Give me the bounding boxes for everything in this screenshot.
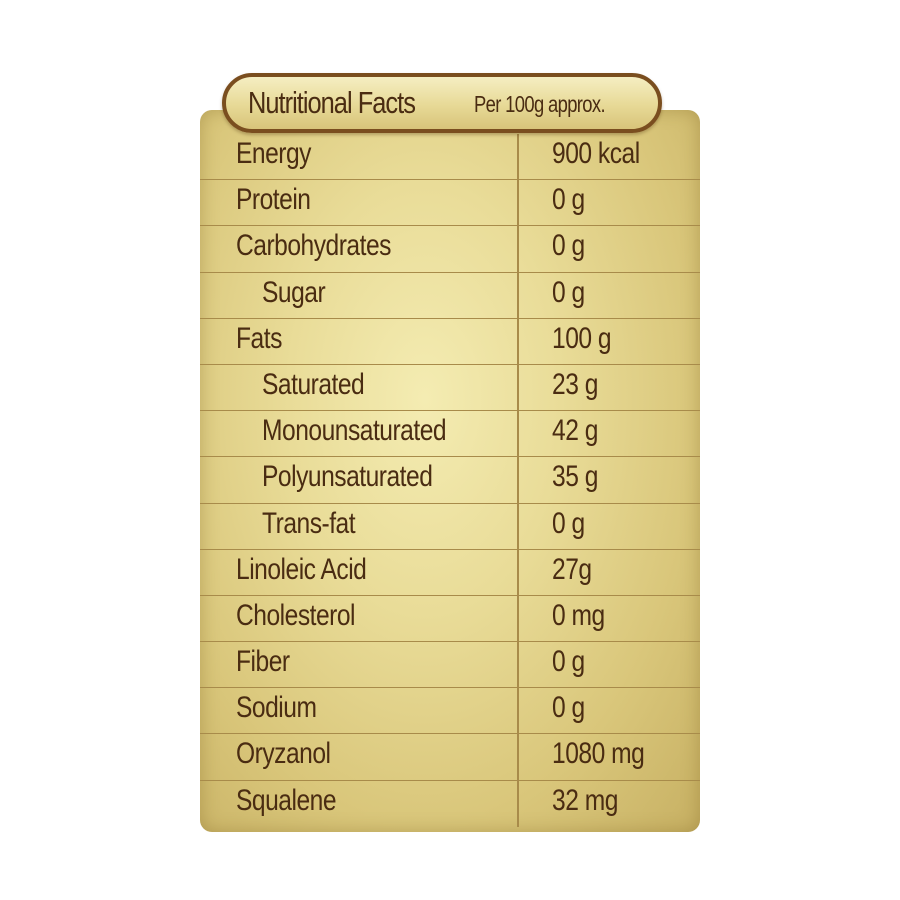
- nutrient-name: Linoleic Acid: [236, 552, 367, 586]
- nutrient-name: Energy: [236, 137, 312, 170]
- nutrition-header: Nutritional Facts Per 100g approx.: [222, 73, 662, 133]
- nutrient-value: 0 g: [552, 691, 585, 725]
- nutrient-name: Fats: [236, 321, 282, 355]
- table-row: Protein 0 g: [200, 180, 700, 227]
- nutrient-name: Sodium: [236, 691, 317, 725]
- nutrient-value: 0 g: [552, 183, 585, 217]
- table-row: Polyunsaturated 35 g: [200, 457, 700, 504]
- nutrient-value: 0 mg: [552, 598, 605, 632]
- table-row: Trans-fat 0 g: [200, 504, 700, 550]
- table-row: Cholesterol 0 mg: [200, 596, 700, 643]
- column-divider: [517, 134, 519, 827]
- nutrient-value: 0 g: [552, 645, 585, 679]
- nutrient-value: 100 g: [552, 321, 612, 355]
- table-row: Oryzanol 1080 mg: [200, 734, 700, 781]
- nutrient-name: Monounsaturated: [262, 414, 447, 448]
- nutrient-value: 35 g: [552, 460, 598, 494]
- nutrient-name: Fiber: [236, 645, 290, 679]
- nutrient-value: 42 g: [552, 414, 598, 448]
- nutrient-name: Oryzanol: [236, 737, 331, 771]
- nutrient-value: 32 mg: [552, 783, 618, 817]
- table-row: Saturated 23 g: [200, 365, 700, 412]
- nutrient-value: 27g: [552, 552, 592, 586]
- nutrient-name: Squalene: [236, 783, 337, 817]
- nutrient-name: Protein: [236, 183, 311, 217]
- table-row: Fats 100 g: [200, 319, 700, 365]
- nutrient-name: Saturated: [262, 367, 365, 401]
- nutrient-value: 0 g: [552, 506, 585, 540]
- nutrient-value: 900 kcal: [552, 137, 640, 170]
- nutrient-value: 23 g: [552, 367, 598, 401]
- nutrient-value: 0 g: [552, 275, 585, 309]
- nutrition-subtitle: Per 100g approx.: [474, 91, 606, 117]
- table-row: Energy 900 kcal: [200, 134, 700, 181]
- nutrient-name: Polyunsaturated: [262, 460, 433, 494]
- table-row: Fiber 0 g: [200, 642, 700, 689]
- nutrition-table: Energy 900 kcal Protein 0 g Carbohydrates 0 g…: [200, 134, 700, 827]
- table-row: Linoleic Acid 27g: [200, 550, 700, 596]
- table-row: Squalene 32 mg: [200, 781, 700, 827]
- nutrient-value: 0 g: [552, 229, 585, 263]
- table-row: Sugar 0 g: [200, 273, 700, 319]
- nutrient-name: Cholesterol: [236, 598, 356, 632]
- table-row: Carbohydrates 0 g: [200, 226, 700, 273]
- nutrient-name: Sugar: [262, 275, 326, 309]
- nutrition-title: Nutritional Facts: [248, 85, 416, 120]
- nutrition-panel: [200, 110, 700, 832]
- nutrient-value: 1080 mg: [552, 737, 645, 771]
- nutrient-name: Trans-fat: [262, 506, 356, 540]
- table-row: Monounsaturated 42 g: [200, 411, 700, 458]
- nutrient-name: Carbohydrates: [236, 229, 391, 263]
- table-row: Sodium 0 g: [200, 688, 700, 735]
